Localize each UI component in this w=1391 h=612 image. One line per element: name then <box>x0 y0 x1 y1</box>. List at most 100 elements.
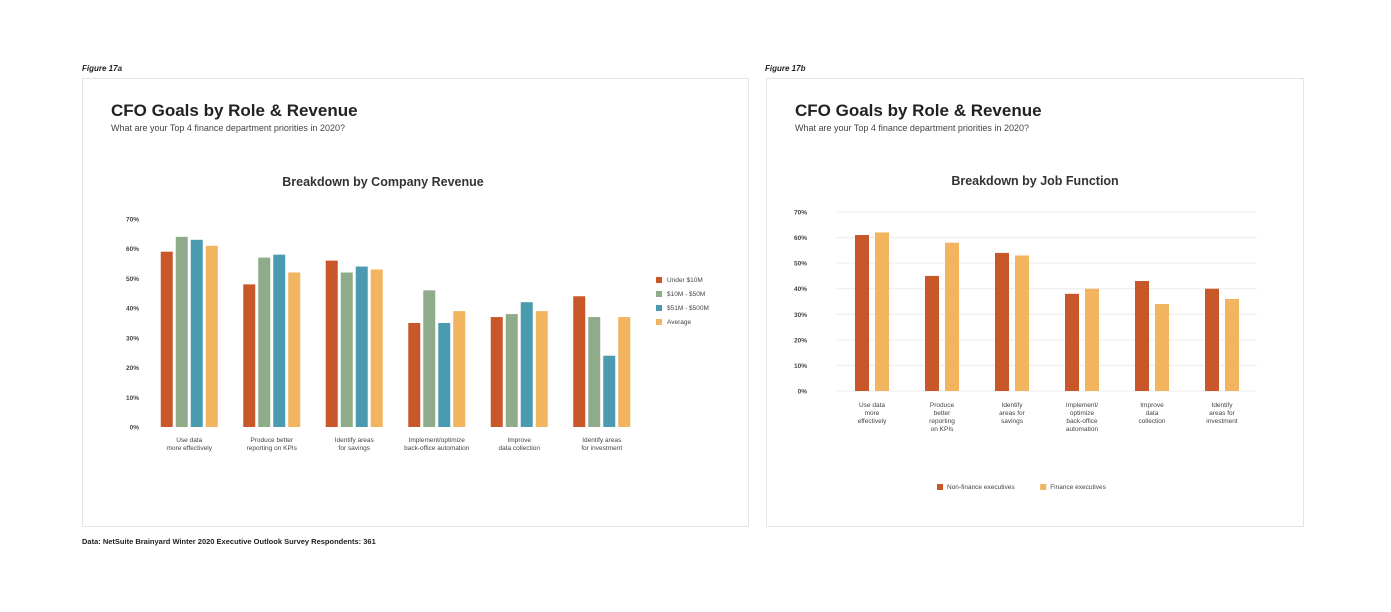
legend-swatch <box>656 291 662 297</box>
category-label: Improve <box>508 437 532 444</box>
category-label: Use data <box>176 437 202 444</box>
legend-swatch <box>656 277 662 283</box>
category-label: Implement/optimize <box>409 437 466 444</box>
category-label: Produce <box>930 402 955 409</box>
bar <box>408 323 421 427</box>
category-label: Implement/ <box>1066 402 1098 409</box>
bar <box>325 260 338 427</box>
panel-title: CFO Goals by Role & Revenue <box>795 101 1042 120</box>
category-label: reporting on KPIs <box>247 445 298 452</box>
y-tick-label: 60% <box>794 235 807 242</box>
y-tick-label: 50% <box>794 261 807 268</box>
bar <box>370 269 383 427</box>
bar <box>288 272 301 427</box>
y-tick-label: 70% <box>126 217 139 224</box>
panel-subtitle: What are your Top 4 finance department p… <box>795 123 1029 133</box>
category-label: areas for <box>1209 410 1235 417</box>
chart-panel-job-function: CFO Goals by Role & Revenue What are you… <box>766 78 1304 527</box>
y-tick-label: 0% <box>130 425 140 432</box>
legend-swatch <box>1040 484 1047 490</box>
bar <box>273 254 286 427</box>
bar <box>1205 288 1219 391</box>
source-note: Data: NetSuite Brainyard Winter 2020 Exe… <box>82 537 376 546</box>
y-tick-label: 30% <box>794 312 807 319</box>
category-label: Identify areas <box>582 437 622 444</box>
legend-label: Average <box>667 319 691 326</box>
bar <box>1135 281 1149 391</box>
category-label: collection <box>1138 418 1165 425</box>
legend-label: $10M - $50M <box>667 291 705 298</box>
bar <box>160 251 173 427</box>
bar <box>340 272 353 427</box>
chart-title: Breakdown by Company Revenue <box>282 175 483 189</box>
bar <box>438 323 451 427</box>
bar <box>1015 255 1029 391</box>
legend-swatch <box>656 305 662 311</box>
legend-swatch <box>656 319 662 325</box>
legend-label: Finance executives <box>1050 484 1106 491</box>
category-label: data <box>1146 410 1159 417</box>
bar <box>1155 304 1169 391</box>
bar <box>1065 293 1079 391</box>
y-tick-label: 20% <box>126 365 139 372</box>
y-tick-label: 60% <box>126 246 139 253</box>
category-label: investment <box>1206 418 1238 425</box>
category-label: Use data <box>859 402 885 409</box>
bar <box>505 314 518 427</box>
bar <box>453 311 466 427</box>
y-tick-label: 10% <box>126 395 139 402</box>
figure-label-a: Figure 17a <box>82 64 123 73</box>
category-label: automation <box>1066 426 1099 433</box>
y-tick-label: 0% <box>798 389 808 396</box>
bar <box>355 266 368 427</box>
chart-panel-revenue: CFO Goals by Role & Revenue What are you… <box>82 78 749 527</box>
bar <box>588 317 601 427</box>
panel-subtitle: What are your Top 4 finance department p… <box>111 123 345 133</box>
category-label: data collection <box>498 445 540 452</box>
y-tick-label: 40% <box>126 306 139 313</box>
chart-revenue: Breakdown by Company Revenue 0% 10% 20% 30% 4… <box>126 175 709 452</box>
legend-swatch <box>937 484 943 490</box>
y-tick-label: 30% <box>126 335 139 342</box>
bar <box>190 239 203 427</box>
category-label: optimize <box>1070 410 1095 417</box>
category-label: Identify <box>1002 402 1024 409</box>
legend-label: Under $10M <box>667 277 703 284</box>
bar <box>603 355 616 427</box>
category-label: Produce better <box>250 437 293 444</box>
category-label: on KPIs <box>931 426 955 433</box>
category-label: for investment <box>581 445 622 452</box>
category-label: Identify areas <box>335 437 375 444</box>
category-label: more effectively <box>167 445 213 452</box>
y-tick-label: 40% <box>794 286 807 293</box>
bar <box>1085 288 1099 391</box>
bar <box>535 311 548 427</box>
category-label: back-office automation <box>404 445 470 452</box>
category-label: better <box>934 410 951 417</box>
category-label: areas for <box>999 410 1025 417</box>
category-label: effectively <box>858 418 888 425</box>
bar <box>855 235 869 391</box>
category-label: for savings <box>339 445 371 452</box>
bar <box>205 245 218 427</box>
bar <box>618 317 631 427</box>
panel-title: CFO Goals by Role & Revenue <box>111 101 358 120</box>
category-label: savings <box>1001 418 1024 425</box>
category-label: more <box>865 410 880 417</box>
bar <box>258 257 271 427</box>
category-label: reporting <box>929 418 955 425</box>
bar <box>243 284 256 427</box>
bar <box>573 296 586 427</box>
y-tick-label: 20% <box>794 337 807 344</box>
category-label: Improve <box>1140 402 1164 409</box>
bar <box>945 242 959 391</box>
bar <box>1225 298 1239 391</box>
legend-label: Non-finance executives <box>947 484 1015 491</box>
bar <box>995 252 1009 391</box>
figure-label-b: Figure 17b <box>765 64 806 73</box>
y-tick-label: 70% <box>794 210 807 217</box>
bar <box>423 290 436 427</box>
bar <box>520 302 533 427</box>
bar <box>175 236 188 427</box>
legend-label: $51M - $500M <box>667 305 709 312</box>
